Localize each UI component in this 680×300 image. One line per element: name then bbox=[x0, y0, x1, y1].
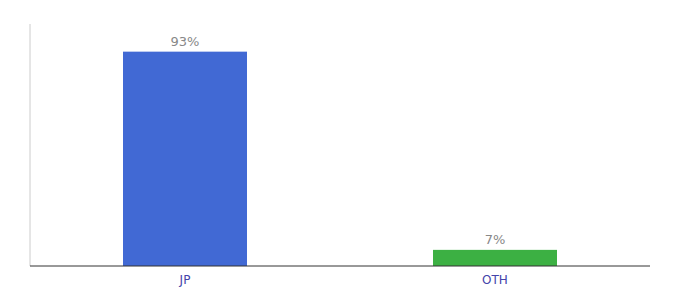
data-label: 7% bbox=[485, 232, 506, 247]
bar bbox=[433, 250, 557, 266]
x-tick-label: OTH bbox=[482, 273, 508, 287]
x-tick-label: JP bbox=[179, 273, 191, 287]
x-axis-line bbox=[30, 266, 650, 267]
bar bbox=[123, 52, 247, 266]
chart-container: JP OTH 93% 7% bbox=[0, 0, 680, 300]
y-axis-line bbox=[30, 24, 31, 266]
data-label: 93% bbox=[171, 34, 200, 49]
bars bbox=[123, 52, 557, 266]
chart: JP OTH 93% 7% bbox=[0, 0, 680, 300]
